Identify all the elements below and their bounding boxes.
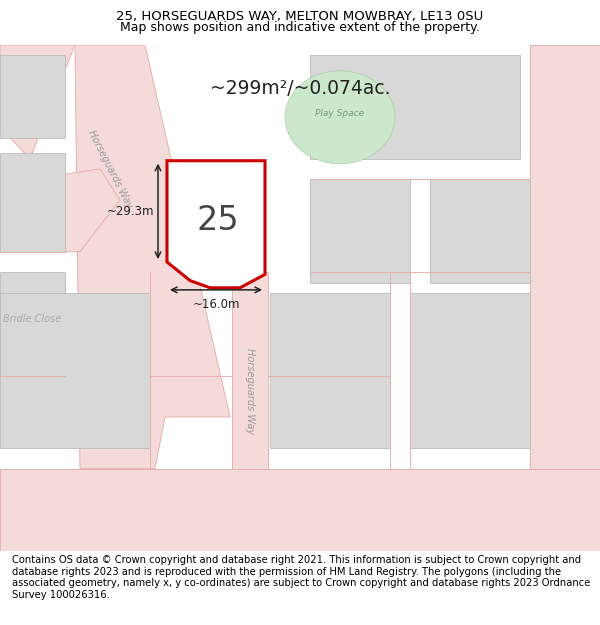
Polygon shape — [530, 45, 600, 469]
Bar — [310, 179, 410, 282]
Bar — [310, 56, 520, 159]
Text: ~16.0m: ~16.0m — [192, 298, 240, 311]
Bar — [410, 293, 530, 448]
Text: Play Space: Play Space — [316, 109, 365, 118]
Polygon shape — [285, 71, 395, 164]
Text: Horseguards Way: Horseguards Way — [245, 348, 255, 434]
Text: Contains OS data © Crown copyright and database right 2021. This information is : Contains OS data © Crown copyright and d… — [12, 555, 590, 600]
Polygon shape — [232, 272, 268, 551]
Polygon shape — [167, 161, 265, 288]
Polygon shape — [75, 45, 230, 469]
Text: ~29.3m: ~29.3m — [107, 205, 154, 218]
Text: ~299m²/~0.074ac.: ~299m²/~0.074ac. — [210, 79, 390, 98]
Bar — [0, 293, 150, 448]
Polygon shape — [0, 169, 120, 252]
Bar — [0, 56, 65, 138]
Text: Horseguards Way: Horseguards Way — [86, 128, 134, 209]
Bar — [430, 179, 530, 282]
Text: Bridle Close: Bridle Close — [3, 314, 61, 324]
Text: 25: 25 — [197, 204, 239, 237]
Text: Map shows position and indicative extent of the property.: Map shows position and indicative extent… — [120, 21, 480, 34]
Text: 25, HORSEGUARDS WAY, MELTON MOWBRAY, LE13 0SU: 25, HORSEGUARDS WAY, MELTON MOWBRAY, LE1… — [116, 10, 484, 23]
Bar — [270, 293, 390, 448]
Bar — [0, 154, 65, 252]
Bar — [0, 272, 65, 376]
Polygon shape — [0, 45, 75, 159]
Polygon shape — [0, 469, 600, 551]
